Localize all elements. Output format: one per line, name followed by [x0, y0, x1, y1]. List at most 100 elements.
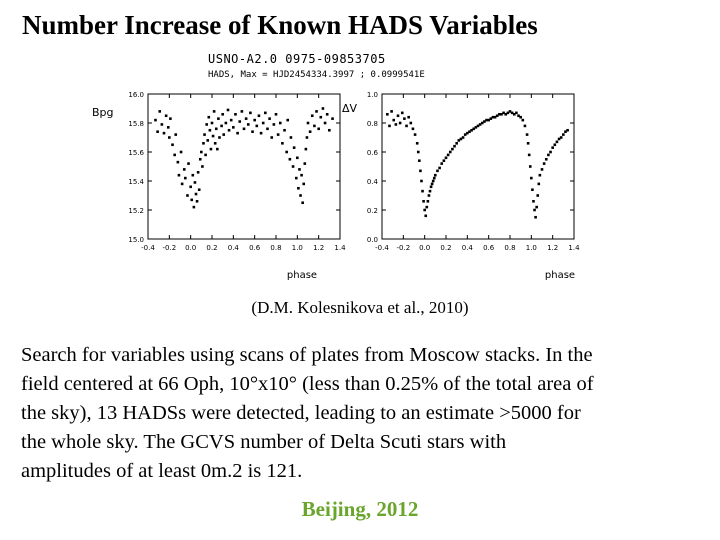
data-point	[429, 185, 433, 189]
data-point	[176, 160, 180, 164]
data-point	[299, 194, 302, 197]
data-point	[407, 115, 410, 119]
data-point	[386, 113, 389, 116]
data-point	[551, 146, 554, 149]
data-point	[557, 137, 561, 141]
data-point	[493, 115, 497, 119]
data-point	[242, 127, 246, 131]
data-point	[220, 124, 223, 128]
data-point	[266, 127, 269, 131]
x-tick-label: 0.2	[206, 244, 217, 252]
x-tick-label: 0.6	[249, 244, 261, 252]
data-point	[463, 133, 467, 136]
body-line: field centered at 66 Oph, 10°x10° (less …	[21, 373, 594, 395]
data-point	[532, 200, 535, 203]
data-point	[253, 118, 256, 122]
data-point	[234, 113, 237, 116]
x-tick-label: -0.4	[141, 244, 155, 252]
data-point	[504, 113, 508, 116]
y-tick-label: 15.4	[128, 178, 144, 186]
data-point	[190, 198, 194, 202]
data-point	[261, 121, 265, 125]
data-point	[209, 147, 213, 151]
data-point	[285, 150, 288, 154]
data-point	[444, 156, 448, 160]
y-tick-label: 15.6	[128, 149, 144, 157]
data-point	[459, 137, 463, 141]
light-curve-figure: USNO-A2.0 0975-09853705 HADS, Max = HJD2…	[90, 52, 610, 284]
footer-text: Beijing, 2012	[301, 497, 419, 521]
x-axis-label: phase	[545, 270, 575, 281]
data-point	[302, 182, 306, 186]
data-point	[321, 107, 325, 110]
data-point	[298, 168, 301, 171]
data-point	[268, 117, 271, 120]
data-point	[184, 176, 187, 180]
data-point	[549, 150, 552, 154]
body-paragraph: Search for variables using scans of plat…	[21, 341, 711, 486]
data-point	[434, 173, 437, 177]
x-tick-label: 1.4	[568, 244, 580, 252]
data-point	[528, 165, 532, 168]
data-point	[525, 133, 529, 136]
data-point	[531, 188, 534, 191]
x-tick-label: 1.0	[526, 244, 537, 252]
y-tick-label: 16.0	[128, 91, 144, 99]
x-tick-label: -0.2	[162, 244, 176, 252]
data-point	[396, 114, 400, 118]
x-tick-label: 1.0	[292, 244, 303, 252]
data-point	[388, 124, 391, 128]
data-point	[430, 182, 434, 186]
data-point	[515, 111, 518, 115]
data-point	[466, 131, 469, 135]
data-point	[411, 127, 415, 131]
data-point	[168, 136, 171, 139]
data-point	[424, 214, 428, 218]
data-point	[415, 142, 419, 145]
data-point	[425, 205, 429, 209]
light-curve-plots: -0.4 -0.2 0.0 0.2 0.4 0.6 0.8 1.0 1.2 1.4 15.0 15.2…	[92, 91, 580, 281]
data-point	[201, 165, 204, 168]
data-point	[310, 114, 314, 118]
data-point	[480, 121, 484, 125]
x-tick-label: 0.4	[228, 244, 240, 252]
data-point	[300, 173, 303, 177]
data-point	[218, 136, 221, 139]
data-point	[197, 188, 201, 191]
data-point	[392, 118, 396, 122]
y-tick-label: 15.0	[128, 236, 144, 244]
data-point	[461, 136, 465, 139]
data-point	[451, 147, 454, 151]
y-tick-label: 0.8	[367, 120, 378, 128]
y-tick-label: 0.2	[367, 207, 378, 215]
page-title: Number Increase of Known HADS Variables	[22, 10, 538, 40]
y-tick-label: 0.6	[367, 149, 379, 157]
data-point	[436, 169, 439, 173]
data-point	[186, 194, 189, 197]
data-point	[196, 171, 200, 174]
figure-caption: (D.M. Kolesnikova et al., 2010)	[251, 298, 469, 317]
y-axis-label: Bpg	[92, 106, 114, 119]
data-point	[205, 123, 208, 126]
data-point	[428, 189, 432, 193]
data-point	[538, 173, 542, 177]
data-point	[313, 124, 316, 128]
data-point	[455, 142, 458, 145]
data-point	[212, 110, 216, 113]
data-point	[553, 143, 557, 147]
data-point	[200, 150, 203, 154]
data-point	[276, 133, 280, 136]
data-point	[508, 110, 512, 113]
data-point	[249, 111, 252, 115]
data-point	[426, 200, 430, 203]
data-point	[281, 142, 284, 145]
data-point	[315, 110, 318, 113]
data-point	[304, 147, 308, 151]
data-point	[453, 144, 456, 148]
y-axis-label: ΔV	[342, 102, 358, 115]
data-point	[566, 128, 569, 132]
x-tick-label: -0.4	[375, 244, 389, 252]
x-tick-label: 0.8	[504, 244, 515, 252]
data-point	[536, 194, 540, 197]
data-point	[278, 121, 282, 125]
